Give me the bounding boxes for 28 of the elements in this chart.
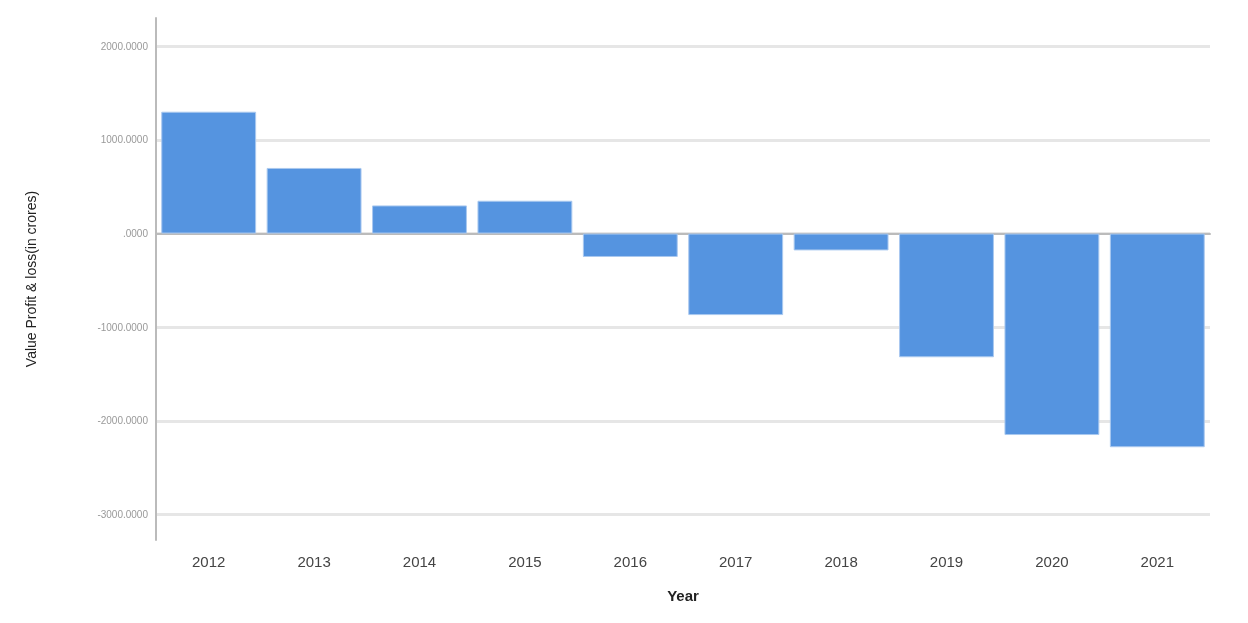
bar xyxy=(688,233,784,316)
y-tick-label: .0000 xyxy=(122,228,149,240)
x-tick-label: 2018 xyxy=(824,553,858,570)
bar xyxy=(1109,233,1205,448)
bar xyxy=(161,111,257,234)
x-tick-label: 2013 xyxy=(297,553,331,570)
x-axis-title: Year xyxy=(667,587,700,604)
bar xyxy=(899,233,994,358)
x-tick-label: 2014 xyxy=(402,553,437,570)
x-tick-label: 2015 xyxy=(508,553,542,570)
x-tick-label: 2021 xyxy=(1140,553,1174,570)
bar xyxy=(477,200,573,234)
bar xyxy=(793,233,889,251)
bar xyxy=(582,233,678,257)
y-axis-title: Value Profit & loss(in crores) xyxy=(23,190,39,368)
x-tick-label: 2017 xyxy=(719,553,753,570)
x-tick-label: 2020 xyxy=(1035,553,1069,570)
bar xyxy=(266,167,362,234)
y-tick-label: -1000.0000 xyxy=(97,321,149,333)
bar xyxy=(1004,233,1100,436)
x-tick-label: 2016 xyxy=(613,553,647,570)
y-tick-label: -2000.0000 xyxy=(97,415,149,427)
x-tick-label: 2012 xyxy=(192,553,226,570)
y-tick-label: 1000.0000 xyxy=(100,134,149,146)
bar xyxy=(372,205,467,234)
x-tick-label: 2019 xyxy=(929,553,964,570)
y-tick-label: -3000.0000 xyxy=(97,509,149,521)
y-tick-label: 2000.0000 xyxy=(100,40,149,52)
